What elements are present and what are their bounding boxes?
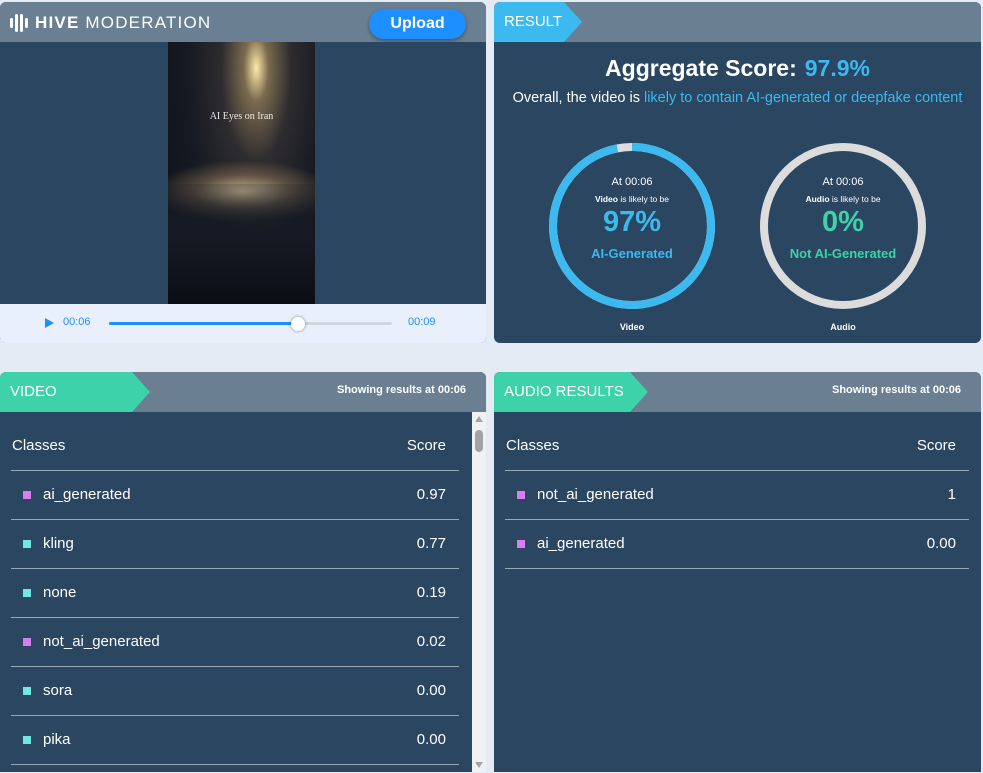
table-row: ai_generated 0.00 xyxy=(505,520,969,569)
hive-logo: HIVE MODERATION xyxy=(10,13,211,33)
audio-gauge-label: Not AI-Generated xyxy=(789,246,897,261)
seek-bar[interactable] xyxy=(109,317,392,331)
class-name: none xyxy=(43,584,77,601)
total-time: 00:09 xyxy=(408,316,436,328)
overall-highlight: likely to contain AI-generated or deepfa… xyxy=(643,90,963,106)
audio-showing-results: Showing results at 00:06 xyxy=(832,384,961,396)
brand-name-light: MODERATION xyxy=(85,13,212,32)
audio-table-header: Classes Score xyxy=(505,412,969,471)
class-name: kling xyxy=(43,535,74,552)
video-area[interactable]: AI Eyes on Iran xyxy=(0,42,486,304)
audio-results-panel: AUDIO RESULTS Showing results at 00:06 C… xyxy=(494,372,981,772)
audio-gauge-time: At 00:06 xyxy=(822,176,864,188)
video-gauge-ring xyxy=(549,143,715,309)
video-gauge-label: AI-Generated xyxy=(591,246,673,261)
aggregate-value: 97.9% xyxy=(804,55,870,81)
class-name: pika xyxy=(43,731,71,748)
table-row: kling 0.77 xyxy=(11,520,459,569)
brand-name-bold: HIVE xyxy=(35,13,80,32)
audio-results-header: AUDIO RESULTS Showing results at 00:06 xyxy=(494,372,981,412)
play-icon[interactable] xyxy=(45,318,54,328)
result-tab: RESULT xyxy=(494,2,582,42)
class-color-swatch xyxy=(23,638,31,646)
class-score: 0.97 xyxy=(416,486,446,503)
class-color-swatch xyxy=(517,540,525,548)
audio-gauge-percent: 0% xyxy=(822,206,864,238)
seek-bar-thumb[interactable] xyxy=(290,317,305,331)
video-gauge-arc xyxy=(549,143,715,309)
video-col-classes: Classes xyxy=(12,437,66,454)
scroll-up-icon[interactable] xyxy=(475,416,483,422)
video-gauge-time: At 00:06 xyxy=(611,176,653,188)
table-row: not_ai_generated 0.02 xyxy=(11,618,459,667)
table-row: ai_generated 0.97 xyxy=(11,471,459,520)
result-panel: RESULT Aggregate Score: 97.9% Overall, th… xyxy=(494,2,981,343)
audio-gauge-likely: Audio is likely to be xyxy=(805,194,881,204)
video-results-header: VIDEO RESULTS Showing results at 00:06 xyxy=(0,372,486,412)
video-gauge-percent: 97% xyxy=(602,206,662,238)
class-name: ai_generated xyxy=(537,535,625,552)
hive-logo-icon xyxy=(10,14,28,32)
overall-prefix: Overall, the video is xyxy=(512,90,640,106)
class-score: 0.19 xyxy=(416,584,446,601)
audio-results-tab: AUDIO RESULTS xyxy=(494,372,648,412)
table-row: not_ai_generated 1 xyxy=(505,471,969,520)
class-name: not_ai_generated xyxy=(537,486,654,503)
player-header: HIVE MODERATION Upload xyxy=(0,2,486,42)
result-header: RESULT xyxy=(494,2,981,42)
video-showing-results: Showing results at 00:06 xyxy=(337,384,466,396)
audio-gauge-ring xyxy=(760,143,926,309)
class-color-swatch xyxy=(23,540,31,548)
video-frame[interactable]: AI Eyes on Iran xyxy=(168,42,315,304)
audio-gauge: At 00:06 Audio is likely to be 0% Not AI… xyxy=(757,140,929,332)
class-score: 0.02 xyxy=(416,633,446,650)
seek-bar-fill xyxy=(109,322,298,325)
overall-summary: Overall, the video is likely to contain … xyxy=(494,87,981,109)
audio-rows: not_ai_generated 1 ai_generated 0.00 xyxy=(505,471,969,569)
scrollbar-thumb[interactable] xyxy=(475,430,483,452)
player-controls: 00:06 00:09 xyxy=(0,304,486,343)
video-results-tab: VIDEO RESULTS xyxy=(0,372,150,412)
video-col-score: Score xyxy=(406,437,446,454)
current-time: 00:06 xyxy=(63,316,91,328)
class-score: 0.00 xyxy=(926,535,956,552)
scroll-down-icon[interactable] xyxy=(475,762,483,768)
class-name: not_ai_generated xyxy=(43,633,160,650)
table-row: sora 0.00 xyxy=(11,667,459,716)
table-row: pika 0.00 xyxy=(11,716,459,765)
video-caption: AI Eyes on Iran xyxy=(209,111,274,122)
class-color-swatch xyxy=(23,589,31,597)
audio-col-classes: Classes xyxy=(506,437,560,454)
audio-gauge-caption: Audio xyxy=(830,322,856,332)
aggregate-score: Aggregate Score: 97.9% xyxy=(494,55,981,82)
table-row: none 0.19 xyxy=(11,569,459,618)
video-results-panel: VIDEO RESULTS Showing results at 00:06 C… xyxy=(0,372,486,772)
video-results-table: Classes Score ai_generated 0.97 kling 0.77 n… xyxy=(11,412,459,765)
audio-results-table: Classes Score not_ai_generated 1 ai_genera… xyxy=(505,412,969,569)
class-name: ai_generated xyxy=(43,486,131,503)
class-name: sora xyxy=(43,682,73,699)
video-gauge: At 00:06 Video is likely to be 97% AI-Ge… xyxy=(546,140,718,332)
class-color-swatch xyxy=(517,491,525,499)
video-gauge-likely: Video is likely to be xyxy=(594,194,670,204)
class-score: 1 xyxy=(947,486,956,503)
video-player-panel: HIVE MODERATION Upload AI Eyes on Iran 0… xyxy=(0,2,486,343)
class-color-swatch xyxy=(23,736,31,744)
upload-button[interactable]: Upload xyxy=(369,9,466,39)
class-color-swatch xyxy=(23,687,31,695)
class-score: 0.77 xyxy=(416,535,446,552)
audio-col-score: Score xyxy=(916,437,956,454)
video-rows: ai_generated 0.97 kling 0.77 none 0.19 not_ai_… xyxy=(11,471,459,765)
aggregate-label: Aggregate Score: xyxy=(605,55,797,81)
class-score: 0.00 xyxy=(416,682,446,699)
video-table-header: Classes Score xyxy=(11,412,459,471)
video-gauge-caption: Video xyxy=(619,322,645,332)
class-color-swatch xyxy=(23,491,31,499)
class-score: 0.00 xyxy=(416,731,446,748)
video-results-scrollbar[interactable] xyxy=(472,412,486,772)
